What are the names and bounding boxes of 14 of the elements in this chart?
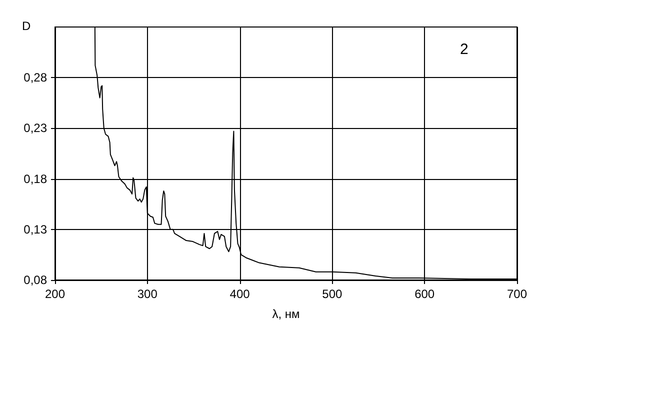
y-tick-label: 0,18	[24, 172, 48, 186]
annotation: 2	[460, 41, 468, 58]
x-tick-label: 400	[230, 287, 250, 301]
x-tick-label: 500	[322, 287, 343, 301]
y-tick-label: 0,13	[24, 222, 48, 236]
y-tick-label: 0,28	[24, 70, 48, 85]
y-tick-label: 0,08	[24, 273, 48, 287]
x-tick-label: 300	[137, 287, 158, 301]
x-tick-label: 600	[414, 287, 435, 301]
y-tick-label: 0,23	[24, 121, 48, 136]
y-axis-title: D	[22, 19, 31, 33]
x-tick-label: 700	[506, 287, 528, 301]
x-axis-title: λ, нм	[272, 307, 300, 321]
x-tick-label: 200	[44, 287, 66, 301]
